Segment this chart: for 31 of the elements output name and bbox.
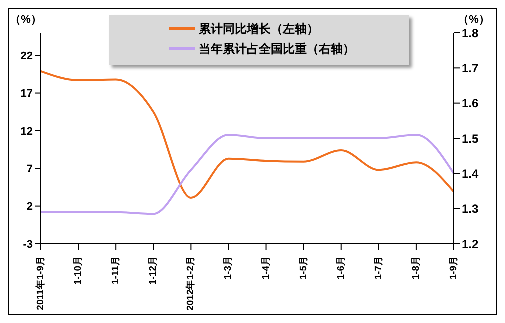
x-tick-label: 1-6月: [336, 256, 347, 280]
y2-tick-label: 1.7: [462, 61, 480, 76]
y-axis-title: （%）: [10, 14, 42, 26]
x-tick-label: 1-7月: [373, 256, 384, 280]
y-tick-label: -3: [23, 238, 33, 251]
x-tick-label: 1-10月: [73, 256, 84, 286]
y2-axis-title: （%）: [458, 14, 490, 26]
x-tick-label: 2012年1-2月: [184, 256, 197, 311]
line-series: [40, 70, 455, 200]
y2-tick-label: 1.3: [462, 202, 480, 216]
x-tick-label: 1-4月: [260, 256, 272, 280]
y-tick-label: 17: [20, 88, 33, 100]
y-tick-label: 2: [26, 201, 33, 214]
x-tick-label: 1-3月: [223, 256, 234, 280]
y-tick-label: 12: [20, 126, 33, 138]
x-tick-label: 2011年1-9月: [34, 256, 46, 310]
legend-label: 累计同比增长（左轴）: [199, 20, 319, 38]
x-tick-label: 1-8月: [410, 256, 422, 280]
y-tick-label: 22: [20, 50, 33, 63]
x-tick-label: 1-11月: [110, 256, 122, 284]
x-tick-label: 1-9月: [448, 256, 460, 280]
x-tick-label: 1-12月: [148, 256, 160, 286]
y2-tick-label: 1.5: [462, 132, 480, 146]
line-series: [40, 134, 455, 216]
x-tick-label: 1-5月: [298, 256, 310, 280]
y-tick-label: 7: [26, 164, 33, 176]
y2-tick-label: 1.4: [462, 166, 480, 181]
y2-tick-label: 1.8: [462, 26, 480, 40]
legend-label: 当年累计占全国比重（右轴）: [199, 40, 355, 58]
y2-tick-label: 1.2: [462, 237, 480, 252]
y2-tick-label: 1.6: [462, 96, 480, 111]
